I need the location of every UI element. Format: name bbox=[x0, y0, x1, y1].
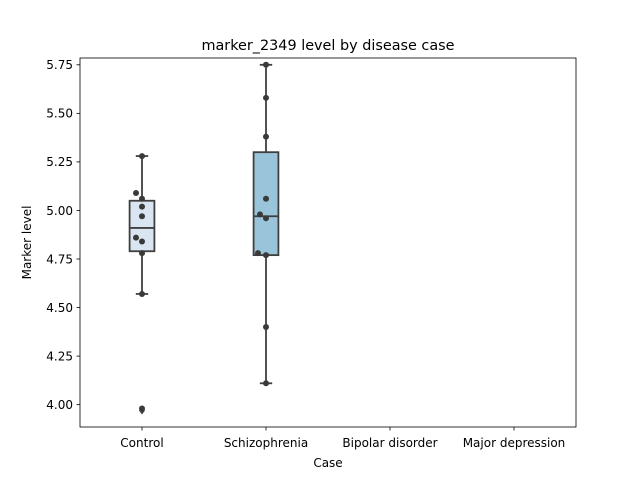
plot-area bbox=[128, 61, 280, 415]
data-point bbox=[139, 203, 145, 210]
x-axis: Control Schizophrenia Bipolar disorder Majo… bbox=[120, 427, 565, 450]
data-point bbox=[139, 250, 145, 257]
y-axis-label: Marker level bbox=[20, 206, 34, 280]
data-point bbox=[133, 234, 139, 241]
y-tick-label: 5.50 bbox=[46, 107, 73, 121]
data-point bbox=[263, 215, 269, 222]
data-point bbox=[133, 189, 139, 196]
y-tick-label: 4.75 bbox=[46, 252, 73, 266]
x-tick-label: Schizophrenia bbox=[224, 436, 308, 450]
data-point bbox=[263, 94, 269, 101]
x-tick-label: Major depression bbox=[463, 436, 566, 450]
points-control bbox=[133, 153, 145, 412]
data-point bbox=[139, 238, 145, 245]
box bbox=[252, 151, 280, 257]
data-point bbox=[255, 250, 261, 257]
points-schizophrenia bbox=[255, 61, 269, 387]
plot-frame bbox=[79, 57, 577, 428]
y-tick-label: 5.00 bbox=[46, 204, 73, 218]
chart-title: marker_2349 level by disease case bbox=[201, 38, 454, 54]
x-tick-label: Bipolar disorder bbox=[342, 436, 437, 450]
data-point bbox=[263, 323, 269, 330]
y-tick-label: 4.50 bbox=[46, 301, 73, 315]
data-point bbox=[263, 380, 269, 387]
data-point bbox=[139, 195, 145, 202]
data-point bbox=[257, 211, 263, 218]
x-axis-label: Case bbox=[313, 456, 342, 470]
data-point bbox=[139, 153, 145, 160]
y-tick-label: 5.75 bbox=[46, 58, 73, 72]
data-point bbox=[263, 61, 269, 68]
y-tick-label: 5.25 bbox=[46, 155, 73, 169]
data-point bbox=[139, 405, 145, 412]
data-point bbox=[263, 252, 269, 259]
data-point bbox=[263, 133, 269, 140]
data-point bbox=[139, 290, 145, 297]
data-point bbox=[139, 213, 145, 220]
y-tick-label: 4.00 bbox=[46, 398, 73, 412]
x-tick-label: Control bbox=[120, 436, 163, 450]
y-axis: 4.00 4.25 4.50 4.75 5.00 5.25 5.50 5.75 bbox=[46, 58, 80, 412]
y-tick-label: 4.25 bbox=[46, 349, 73, 363]
data-point bbox=[263, 195, 269, 202]
